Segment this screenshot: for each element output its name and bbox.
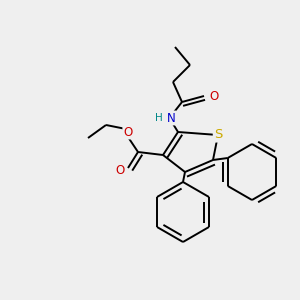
- Text: S: S: [214, 128, 222, 142]
- Text: O: O: [123, 125, 133, 139]
- Text: N: N: [167, 112, 176, 124]
- Text: O: O: [209, 89, 218, 103]
- Text: O: O: [116, 164, 125, 176]
- Text: H: H: [155, 113, 163, 123]
